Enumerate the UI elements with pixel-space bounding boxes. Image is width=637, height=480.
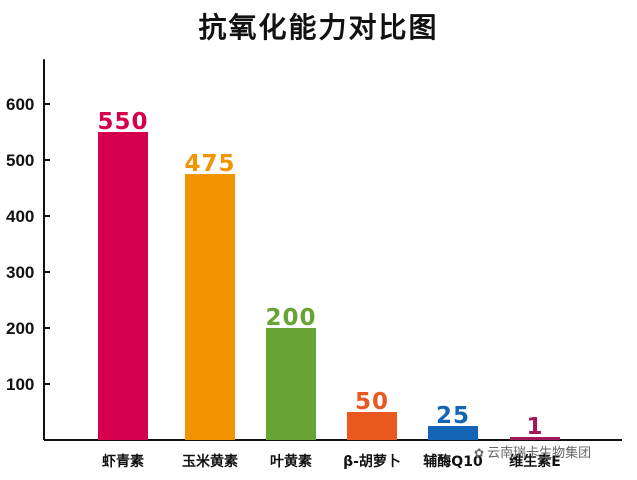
bar-4 bbox=[347, 412, 397, 440]
x-tick-label-5: 辅酶Q10 bbox=[423, 453, 483, 470]
data-label-4: 50 bbox=[355, 389, 389, 415]
x-tick-label-2: 玉米黄素 bbox=[182, 453, 238, 470]
x-tick-label-6: 维生素E bbox=[509, 453, 561, 470]
y-tick-label: 200 bbox=[6, 319, 34, 338]
data-label-3: 200 bbox=[265, 305, 316, 331]
chart-title: 抗氧化能力对比图 bbox=[198, 11, 439, 44]
data-label-6: 1 bbox=[526, 414, 543, 440]
bar-2 bbox=[185, 174, 235, 440]
x-tick-label-1: 虾青素 bbox=[102, 453, 144, 470]
x-tick-label-3: 叶黄素 bbox=[270, 453, 312, 470]
data-label-2: 475 bbox=[184, 151, 235, 177]
y-tick-label: 300 bbox=[6, 263, 34, 282]
watermark-text: 云南瑞卡生物集团 bbox=[487, 446, 592, 461]
bar-6 bbox=[510, 437, 560, 440]
bar-3 bbox=[266, 328, 316, 440]
watermark: ✿ 云南瑞卡生物集团 bbox=[474, 442, 591, 461]
y-tick-label: 500 bbox=[6, 151, 34, 170]
y-tick-label: 100 bbox=[6, 375, 34, 394]
y-tick-label: 600 bbox=[6, 95, 34, 114]
data-label-1: 550 bbox=[97, 109, 148, 135]
x-tick-label-4: β-胡萝卜 bbox=[343, 453, 401, 470]
y-tick-label: 400 bbox=[6, 207, 34, 226]
data-label-5: 25 bbox=[436, 403, 470, 429]
bar-5 bbox=[428, 426, 478, 440]
bar-1 bbox=[98, 132, 148, 440]
wechat-icon: ✿ bbox=[474, 446, 485, 460]
